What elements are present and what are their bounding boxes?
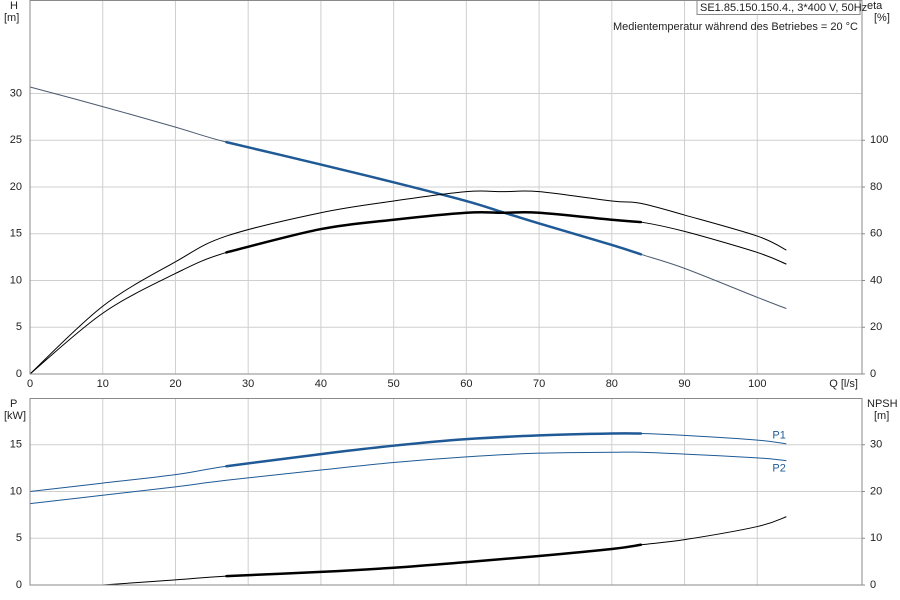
y2-axis-unit: [%] bbox=[874, 12, 890, 24]
y-tick-label: 15 bbox=[10, 439, 22, 451]
y2-tick-label: 20 bbox=[870, 485, 882, 497]
x-tick-label: 70 bbox=[533, 378, 545, 390]
y-tick-label: 25 bbox=[10, 134, 22, 146]
y-tick-label: 5 bbox=[16, 532, 22, 544]
y-tick-label: 5 bbox=[16, 321, 22, 333]
x-tick-label: 0 bbox=[27, 378, 33, 390]
y2-tick-label: 0 bbox=[870, 368, 876, 380]
x-tick-label: 50 bbox=[388, 378, 400, 390]
curve-operating-range bbox=[225, 210, 643, 254]
y2-tick-label: 10 bbox=[870, 532, 882, 544]
y-tick-label: 30 bbox=[10, 87, 22, 99]
x-tick-label: 90 bbox=[678, 378, 690, 390]
y2-tick-label: 60 bbox=[870, 228, 882, 240]
y-tick-label: 15 bbox=[10, 228, 22, 240]
y2-axis-label: eta bbox=[867, 0, 883, 12]
y-tick-label: 0 bbox=[16, 368, 22, 380]
chart-title: SE1.85.150.150.4., 3*400 V, 50Hz bbox=[700, 2, 867, 14]
x-tick-label: 60 bbox=[460, 378, 472, 390]
plot-frame bbox=[29, 0, 863, 375]
y2-tick-label: 30 bbox=[870, 439, 882, 451]
y-tick-label: 10 bbox=[10, 485, 22, 497]
series-label: P1 bbox=[772, 430, 785, 442]
x-tick-label: 80 bbox=[606, 378, 618, 390]
y-axis-unit: [m] bbox=[4, 12, 19, 24]
y2-tick-label: 100 bbox=[870, 134, 888, 146]
curve-operating-range bbox=[225, 543, 643, 578]
x-tick-label: 20 bbox=[169, 378, 181, 390]
y-axis-label: P bbox=[10, 398, 17, 410]
x-axis-label: Q [l/s] bbox=[829, 378, 858, 390]
series-label: P2 bbox=[772, 463, 785, 475]
curve-operating-range bbox=[225, 432, 643, 468]
curve bbox=[29, 451, 787, 505]
x-tick-label: 10 bbox=[97, 378, 109, 390]
y2-tick-label: 0 bbox=[870, 579, 876, 591]
y-tick-label: 10 bbox=[10, 274, 22, 286]
plot-frame bbox=[29, 398, 863, 586]
y-axis-unit: [kW] bbox=[4, 410, 26, 422]
annotation: Medientemperatur während des Betriebes =… bbox=[613, 21, 858, 33]
y2-tick-label: 20 bbox=[870, 321, 882, 333]
x-tick-label: 40 bbox=[315, 378, 327, 390]
y-tick-label: 20 bbox=[10, 181, 22, 193]
y2-axis-unit: [m] bbox=[874, 410, 889, 422]
y2-tick-label: 80 bbox=[870, 181, 882, 193]
x-tick-label: 30 bbox=[242, 378, 254, 390]
x-tick-label: 100 bbox=[748, 378, 766, 390]
y2-tick-label: 40 bbox=[870, 274, 882, 286]
curve bbox=[29, 190, 787, 375]
y2-axis-label: NPSH bbox=[867, 398, 898, 410]
title-box bbox=[696, 0, 861, 15]
y-tick-label: 0 bbox=[16, 579, 22, 591]
y-axis-label: H bbox=[10, 0, 18, 12]
curve-operating-range bbox=[225, 140, 643, 256]
